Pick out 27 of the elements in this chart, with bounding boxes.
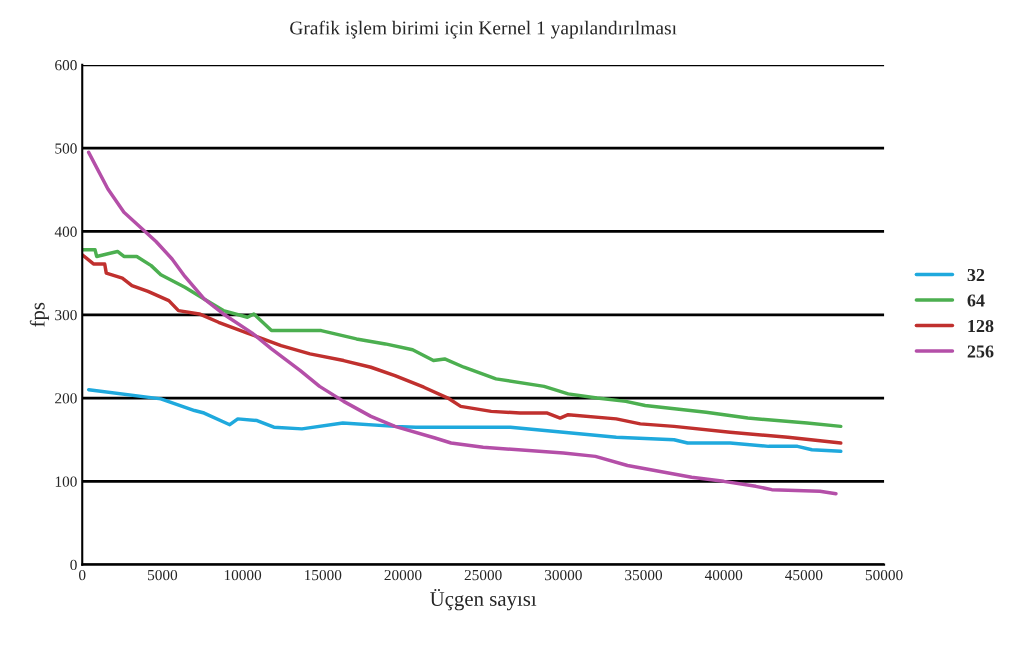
legend-label: 256	[967, 345, 994, 358]
x-tick-label: 20000	[384, 569, 422, 581]
x-tick-label: 15000	[305, 569, 342, 581]
x-tick-label: 50000	[865, 569, 903, 581]
x-tick-label: 35000	[625, 569, 663, 581]
y-axis-title: fps	[29, 302, 49, 327]
line-series	[86, 387, 843, 454]
x-tick-label: 30000	[544, 569, 582, 581]
x-tick-label: 10000	[224, 569, 262, 581]
x-tick-label: 0	[79, 569, 86, 581]
y-tick-label: 600	[55, 60, 77, 71]
y-tick-label: 0	[70, 559, 77, 571]
x-axis-title: Üçgen sayısı	[430, 588, 537, 611]
legend-label: 128	[968, 319, 994, 333]
legend-label: 64	[967, 294, 985, 307]
y-tick-label: 400	[54, 226, 77, 237]
x-tick-label: 40000	[704, 569, 743, 581]
chart-title: Grafik işlem birimi için Kernel 1 yapılandırılması	[290, 20, 677, 39]
x-tick-label: 25000	[464, 569, 502, 581]
y-tick-label: 200	[55, 393, 77, 404]
x-tick-label: 5000	[148, 569, 178, 581]
x-tick-label: 45000	[785, 569, 823, 581]
legend-label: 32	[967, 268, 985, 282]
y-tick-label: 100	[55, 476, 77, 487]
y-tick-label: 300	[55, 309, 77, 321]
y-tick-label: 500	[55, 143, 77, 154]
line-series	[86, 150, 838, 496]
